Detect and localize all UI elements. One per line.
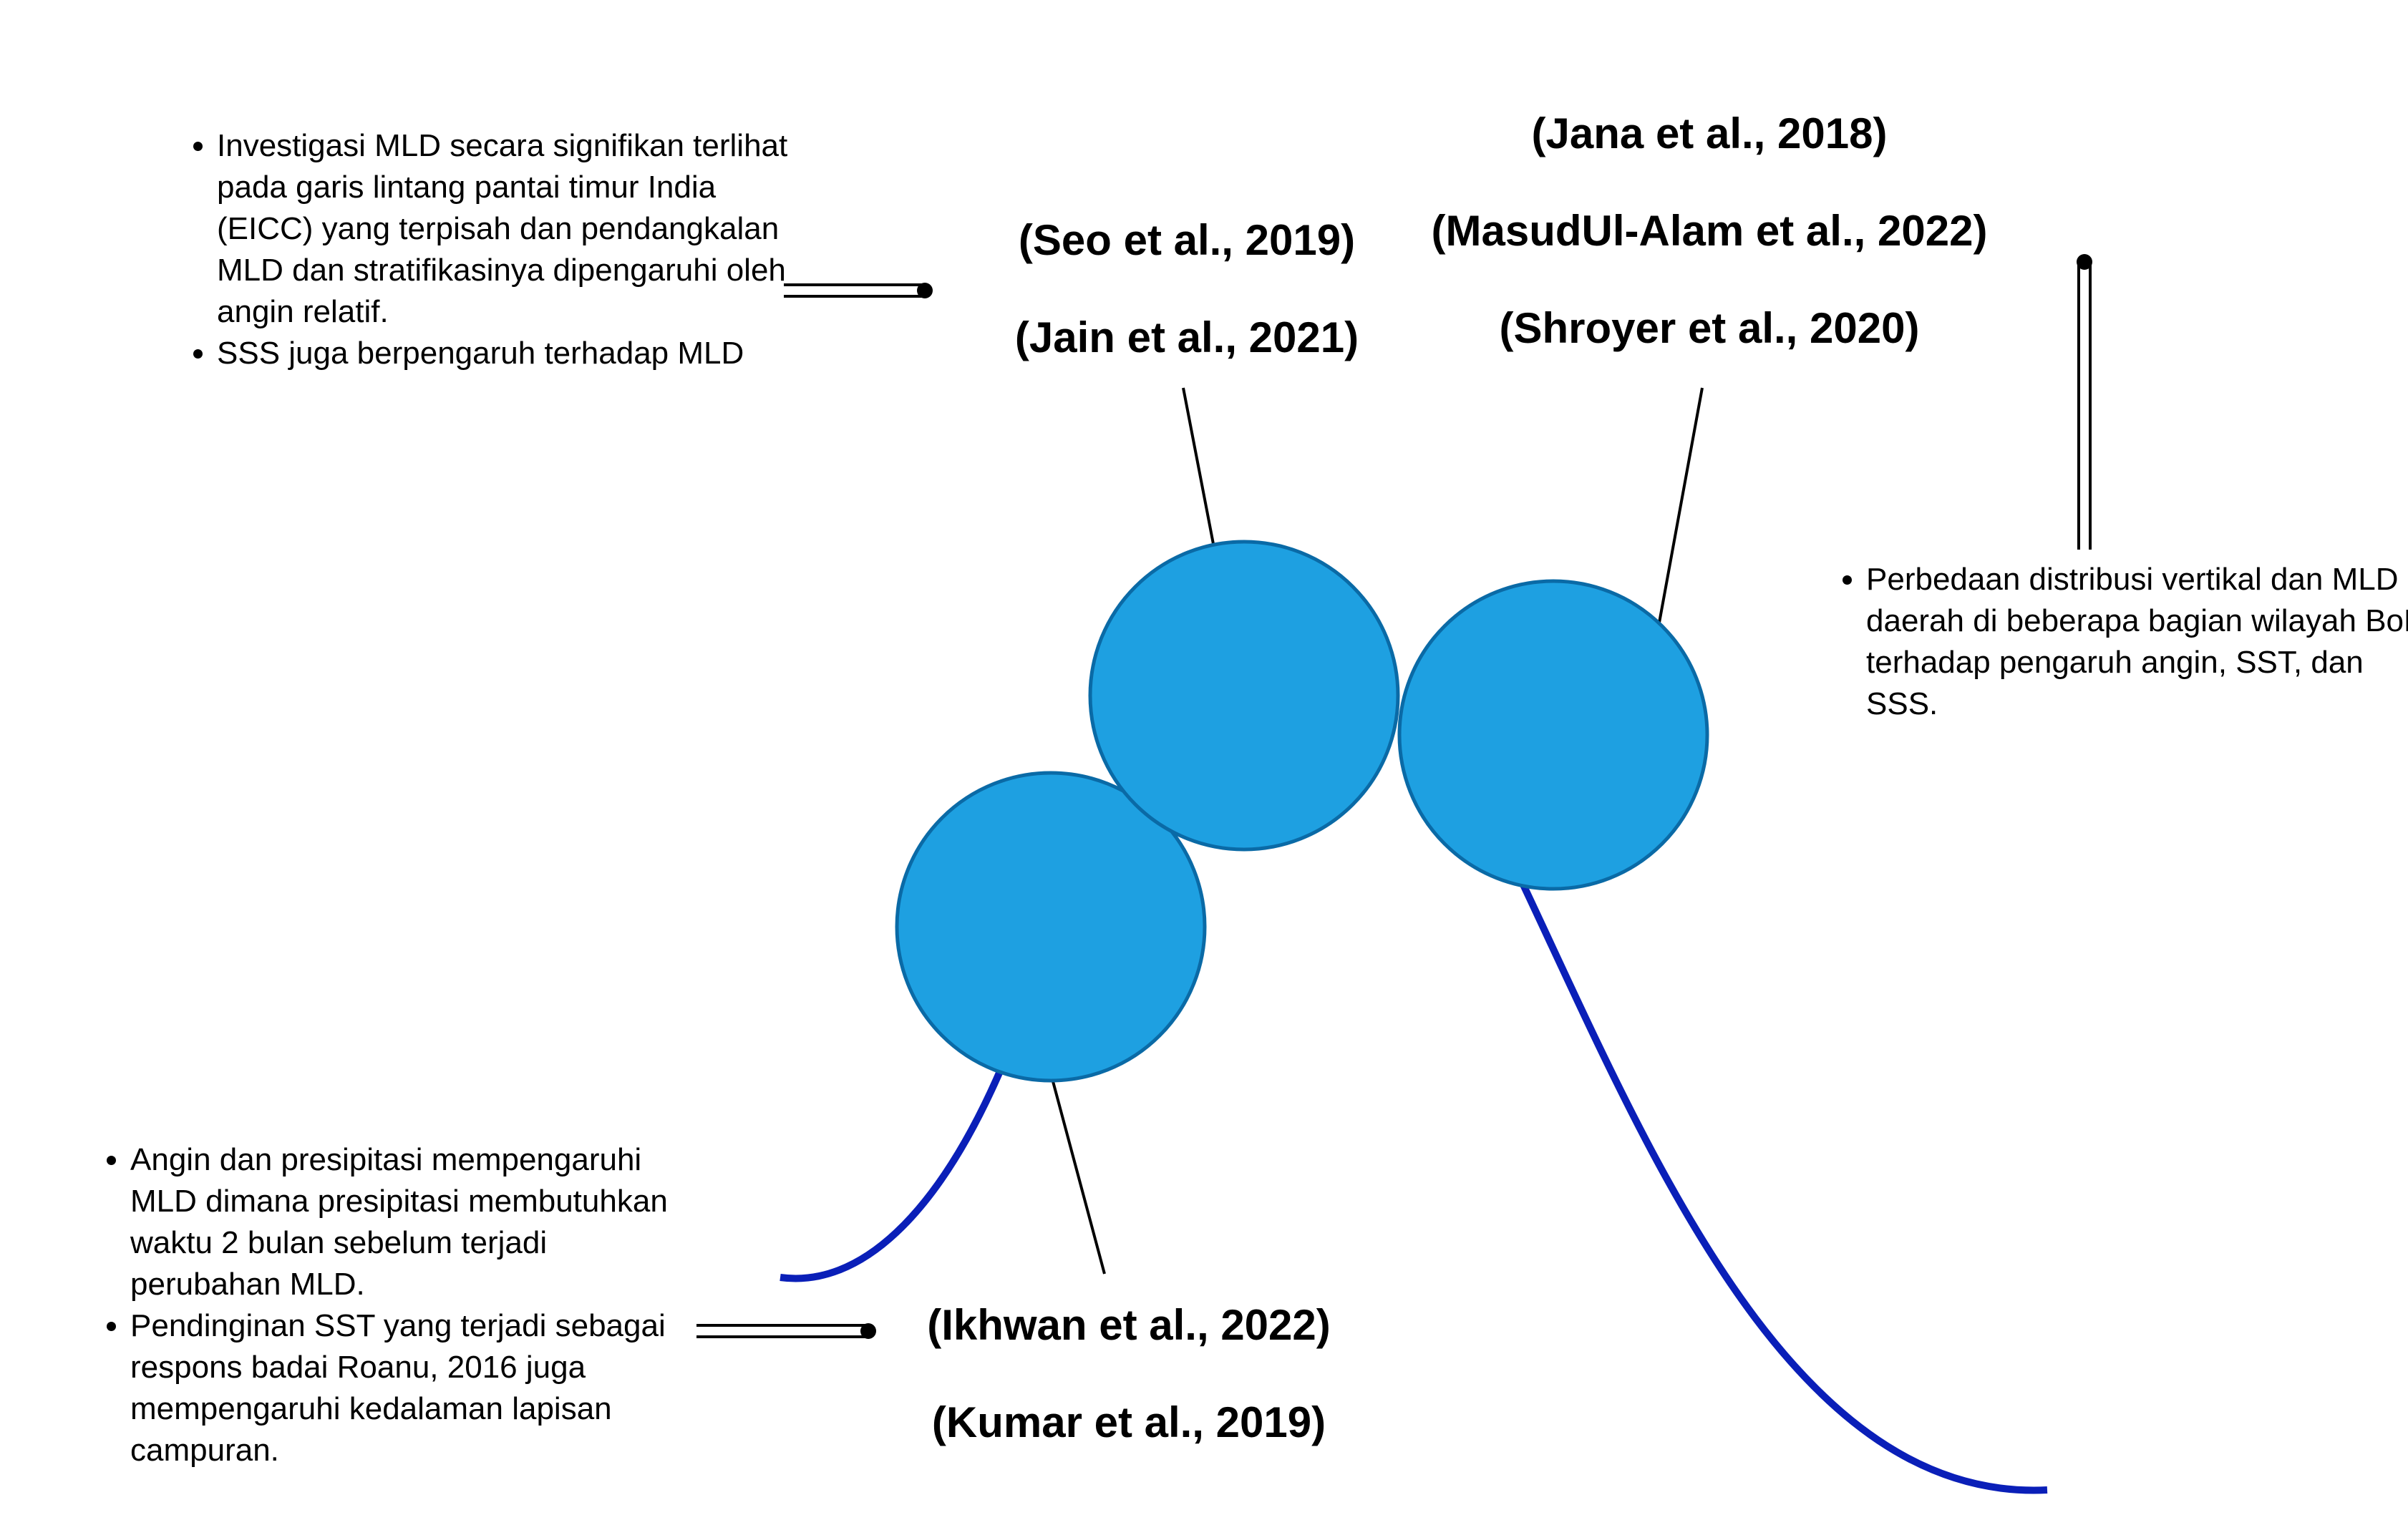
- leader-line-center: [1182, 387, 1215, 545]
- connector-right: [2077, 254, 2092, 550]
- note-item: Perbedaan distribusi vertikal dan MLD di…: [1866, 559, 2408, 725]
- notes-top-left: Investigasi MLD secara signifikan terlih…: [174, 125, 804, 374]
- circle-bottom-left: [895, 771, 1207, 1083]
- citation-kumar-2019: (Kumar et al., 2019): [931, 1398, 1326, 1446]
- citation-masudul-alam-2022: (MasudUl-Alam et al., 2022): [1431, 207, 1988, 255]
- citation-seo-2019: (Seo et al., 2019): [1018, 216, 1356, 264]
- connector-bottom-left: [696, 1323, 876, 1339]
- note-item: Pendinginan SST yang terjadi sebagai res…: [130, 1305, 703, 1471]
- note-item: Angin dan presipitasi mempengaruhi MLD d…: [130, 1139, 703, 1305]
- circle-right: [1397, 579, 1709, 891]
- circle-top-center: [1088, 540, 1400, 852]
- citation-jana-2018: (Jana et al., 2018): [1531, 109, 1888, 157]
- leader-line-right: [1658, 387, 1704, 623]
- note-item: SSS juga berpengaruh terhadap MLD: [217, 333, 804, 374]
- note-item: Investigasi MLD secara signifikan terlih…: [217, 125, 804, 333]
- wave-curve-left: [780, 1065, 1006, 1282]
- connector-top-left: [784, 283, 933, 298]
- citation-ikhwan-2022: (Ikhwan et al., 2022): [927, 1301, 1331, 1349]
- citation-shroyer-2020: (Shroyer et al., 2020): [1499, 304, 1920, 352]
- notes-right: Perbedaan distribusi vertikal dan MLD di…: [1823, 559, 2408, 725]
- wave-curve-right: [1518, 878, 2048, 1494]
- notes-bottom-left: Angin dan presipitasi mempengaruhi MLD d…: [87, 1139, 703, 1471]
- leader-line-bottom: [1049, 1073, 1106, 1275]
- citation-jain-2021: (Jain et al., 2021): [1014, 313, 1359, 361]
